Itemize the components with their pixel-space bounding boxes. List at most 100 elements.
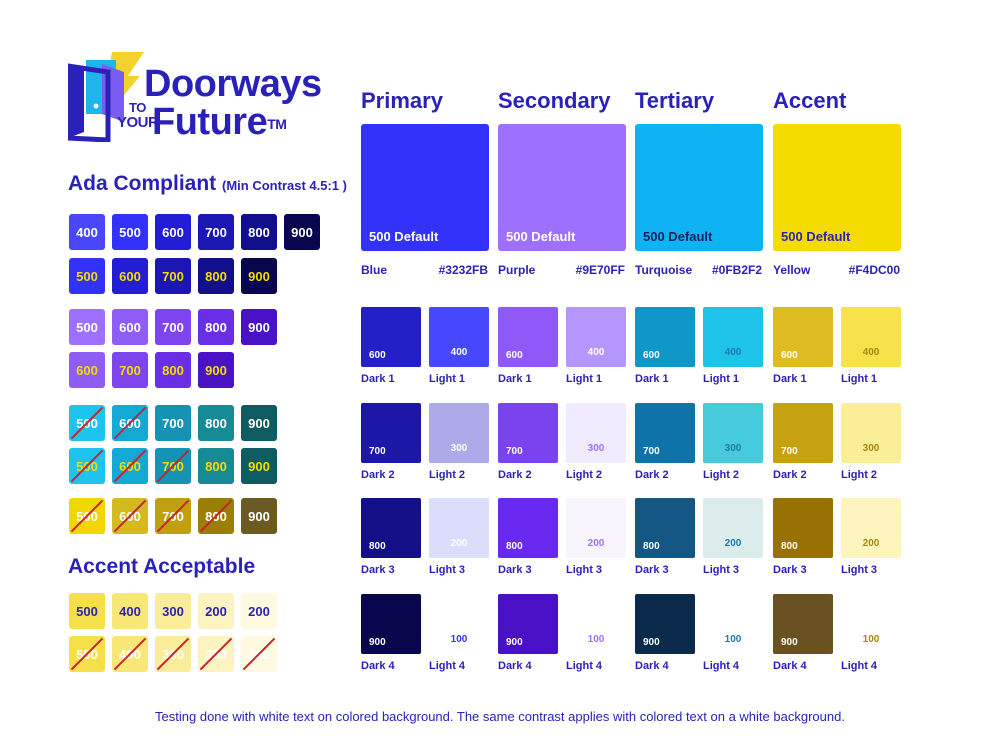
shade-label: Light 4	[566, 660, 603, 672]
ada-swatch: 600	[69, 352, 105, 388]
swatch-label: 200	[248, 603, 270, 619]
shade-number: 600	[369, 350, 386, 361]
shade-swatch: 900	[361, 594, 421, 654]
swatch-label: 500	[119, 224, 141, 240]
ada-swatch: 700	[155, 258, 191, 294]
ada-swatch: 500	[69, 448, 105, 484]
ada-swatch: 400	[69, 214, 105, 250]
ada-swatch: 500	[69, 498, 105, 534]
shade-label: Light 4	[841, 660, 878, 672]
ada-swatch: 900	[241, 405, 277, 441]
shade-swatch: 700	[361, 403, 421, 463]
shade-number: 300	[724, 443, 742, 454]
shade-number: 700	[506, 446, 523, 457]
swatch-label: 600	[119, 319, 141, 335]
swatch-label: 800	[205, 415, 227, 431]
ada-swatch: 500	[69, 309, 105, 345]
shade-swatch: 200	[566, 498, 626, 558]
shade-swatch: 600	[498, 307, 558, 367]
shade-number: 800	[781, 541, 798, 552]
swatch-label: 700	[162, 319, 184, 335]
acceptable-swatch: 400	[112, 636, 148, 672]
ada-swatch: 900	[284, 214, 320, 250]
logo: Doorways TO YOUR FutureTM	[68, 52, 322, 142]
shade-swatch: 400	[703, 307, 763, 367]
shade-swatch: 800	[635, 498, 695, 558]
color-hex: #9E70FF	[575, 263, 625, 277]
shade-swatch: 300	[566, 403, 626, 463]
swatch-label: 900	[205, 362, 227, 378]
palette-main-swatch: 500 Default	[635, 124, 763, 251]
shade-label: Dark 4	[361, 660, 395, 672]
logo-line1: Doorways	[144, 63, 322, 105]
palette-title: Primary	[361, 88, 443, 113]
palette-title: Tertiary	[635, 88, 715, 113]
shade-label: Light 3	[566, 564, 603, 576]
shade-label: Dark 2	[773, 469, 807, 481]
swatch-label: 700	[205, 224, 227, 240]
shade-swatch: 900	[773, 594, 833, 654]
shade-swatch: 300	[429, 403, 489, 463]
swatch-label: 500	[76, 319, 98, 335]
shade-label: Light 3	[703, 564, 740, 576]
ada-swatch: 700	[112, 352, 148, 388]
shade-swatch: 600	[773, 307, 833, 367]
swatch-label: 800	[162, 362, 184, 378]
palette-title: Secondary	[498, 88, 611, 113]
palette-title: Accent	[773, 88, 847, 113]
shade-swatch: 100	[841, 594, 901, 654]
color-name: Blue	[361, 263, 388, 277]
swatch-label: 900	[248, 268, 270, 284]
ada-swatch: 600	[112, 448, 148, 484]
ada-swatch: 900	[241, 498, 277, 534]
ada-swatch: 900	[241, 448, 277, 484]
acceptable-swatch: 200	[198, 636, 234, 672]
shade-swatch: 300	[703, 403, 763, 463]
shade-label: Dark 3	[773, 564, 807, 576]
shade-swatch: 700	[635, 403, 695, 463]
swatch-label: 700	[162, 415, 184, 431]
swatch-label: 800	[205, 458, 227, 474]
ada-swatch: 900	[198, 352, 234, 388]
shade-label: Dark 4	[498, 660, 532, 672]
shade-label: Dark 4	[773, 660, 807, 672]
shade-label: Dark 1	[773, 373, 807, 385]
shade-label: Dark 3	[498, 564, 532, 576]
shade-number: 900	[506, 637, 523, 648]
shade-label: Light 4	[703, 660, 740, 672]
shade-number: 400	[450, 347, 468, 358]
color-name: Yellow	[773, 263, 811, 277]
acceptable-swatch: 300	[155, 636, 191, 672]
shade-label: Light 2	[429, 469, 466, 481]
shade-swatch: 800	[498, 498, 558, 558]
shade-label: Light 2	[841, 469, 878, 481]
ada-swatch: 900	[241, 258, 277, 294]
shade-number: 200	[862, 538, 880, 549]
shade-swatch: 400	[429, 307, 489, 367]
ada-swatch: 600	[112, 258, 148, 294]
shade-label: Light 1	[841, 373, 878, 385]
shade-label: Light 3	[429, 564, 466, 576]
shade-label: Light 2	[566, 469, 603, 481]
acceptable-swatch: 400	[112, 593, 148, 629]
doorway-logo-icon	[68, 52, 144, 142]
ada-swatch: 800	[155, 352, 191, 388]
shade-swatch: 400	[566, 307, 626, 367]
palette-main-swatch: 500 Default	[498, 124, 626, 251]
ada-swatch: 800	[198, 405, 234, 441]
color-name: Purple	[498, 263, 536, 277]
swatch-label: 700	[119, 362, 141, 378]
acceptable-swatch: 300	[155, 593, 191, 629]
default-label: 500 Default	[369, 229, 439, 244]
ada-swatch: 700	[155, 405, 191, 441]
shade-number: 600	[643, 350, 660, 361]
acceptable-swatch: 500	[69, 593, 105, 629]
palette-main-swatch: 500 Default	[361, 124, 489, 251]
shade-label: Dark 3	[361, 564, 395, 576]
shade-swatch: 600	[635, 307, 695, 367]
logo-to: TO	[129, 100, 146, 115]
shade-number: 900	[643, 637, 660, 648]
ada-swatch: 600	[155, 214, 191, 250]
shade-number: 300	[862, 443, 880, 454]
shade-number: 600	[781, 350, 798, 361]
